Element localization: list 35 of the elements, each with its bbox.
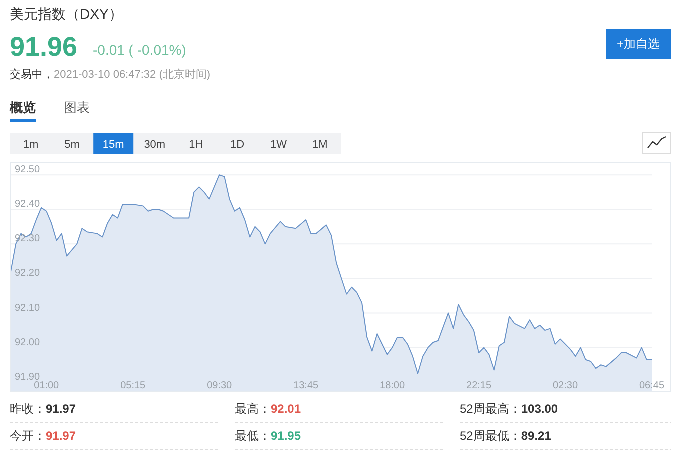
y-tick-label: 92.00 xyxy=(15,337,40,348)
x-tick-label: 02:30 xyxy=(553,380,578,392)
text: 概览 xyxy=(9,100,36,115)
y-tick-label: 92.10 xyxy=(15,302,40,314)
text: 最高：92.01 xyxy=(235,402,302,416)
text: -0.01 ( -0.01%) xyxy=(93,42,186,58)
y-tick-label: 92.40 xyxy=(15,199,40,210)
text: 1m xyxy=(23,139,39,151)
x-tick-label: 01:00 xyxy=(34,380,60,392)
chart-title: 美元指数（DXY） xyxy=(10,6,123,22)
y-tick-label: 92.20 xyxy=(15,268,40,280)
text: 昨收：91.97 xyxy=(10,402,76,416)
text: 图表 xyxy=(64,100,90,115)
x-tick-label: 18:00 xyxy=(380,380,406,392)
text: 交易中，2021-03-10 06:47:32 (北京时间) xyxy=(10,68,211,81)
x-tick-label: 06:45 xyxy=(639,380,665,392)
y-tick-label: 92.50 xyxy=(15,164,40,176)
text: 1W xyxy=(270,139,288,151)
text: 1H xyxy=(189,139,204,151)
y-tick-label: 91.90 xyxy=(15,372,40,383)
x-tick-label: 09:30 xyxy=(207,380,233,392)
text: 1D xyxy=(230,139,245,151)
text: 5m xyxy=(64,139,80,151)
text: +加自选 xyxy=(616,37,660,51)
text: 52周最高：103.00 xyxy=(460,402,558,416)
text: 91.96 xyxy=(10,32,78,62)
text: 30m xyxy=(144,139,166,151)
text: 今开：91.97 xyxy=(10,429,76,443)
x-tick-label: 05:15 xyxy=(120,380,146,392)
text: 1M xyxy=(312,139,328,151)
text: 最低：91.95 xyxy=(235,429,302,443)
x-tick-label: 22:15 xyxy=(466,380,492,392)
x-tick-label: 13:45 xyxy=(294,380,320,392)
text: 52周最低：89.21 xyxy=(460,429,552,443)
text: 15m xyxy=(102,139,124,151)
